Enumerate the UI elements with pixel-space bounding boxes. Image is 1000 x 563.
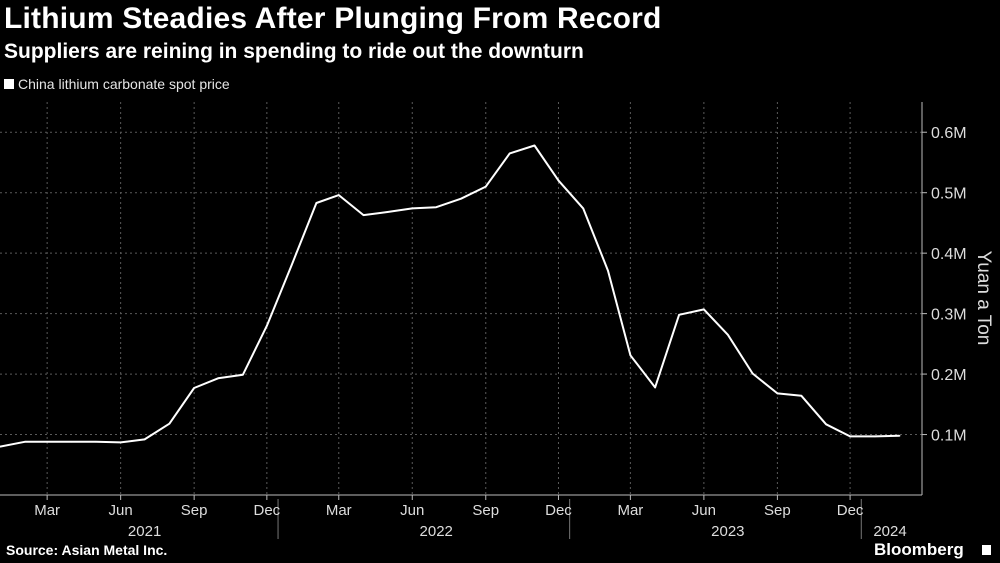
data-point (751, 372, 754, 375)
data-point (362, 214, 365, 216)
x-tick-label: Jun (400, 502, 424, 519)
data-point (23, 440, 26, 443)
x-tick-label: Dec (254, 502, 281, 519)
chart-subtitle: Suppliers are reining in spending to rid… (4, 40, 584, 63)
x-tick-label: Mar (326, 502, 352, 519)
year-label: 2022 (420, 523, 453, 540)
data-point (143, 438, 146, 441)
data-point (849, 435, 851, 438)
data-point (71, 440, 73, 443)
data-point (484, 185, 487, 188)
y-tick-label: 0.1M (931, 428, 967, 445)
data-point (460, 197, 462, 200)
data-point (95, 440, 97, 443)
data-point (435, 206, 438, 209)
x-tick-label: Jun (692, 502, 716, 519)
data-point (898, 434, 901, 437)
data-point (533, 144, 536, 147)
data-point (119, 441, 122, 444)
x-tick-label: Dec (837, 502, 864, 519)
data-point (315, 202, 318, 204)
brand-mark-icon (982, 545, 991, 555)
data-point (266, 324, 268, 327)
data-point (168, 422, 171, 425)
data-point (242, 373, 244, 376)
y-tick-label: 0.5M (931, 186, 967, 203)
data-point (290, 264, 293, 267)
data-point (607, 269, 609, 272)
source-note: Source: Asian Metal Inc. (6, 542, 168, 558)
grid-lines (0, 102, 922, 495)
data-point (874, 435, 876, 438)
data-point (825, 423, 827, 426)
chart-title: Lithium Steadies After Plunging From Rec… (4, 2, 662, 35)
x-tick-label: Sep (472, 502, 499, 519)
year-label: 2023 (711, 523, 744, 540)
x-tick-label: Sep (764, 502, 791, 519)
data-point (46, 440, 48, 443)
y-tick-label: 0.6M (931, 125, 967, 142)
y-tick-label: 0.3M (931, 307, 967, 324)
brand-logo: Bloomberg (874, 540, 964, 559)
x-tick-label: Dec (545, 502, 572, 519)
data-point (411, 207, 414, 210)
x-tick-label: Sep (181, 502, 208, 519)
data-point (629, 354, 632, 357)
data-point (776, 392, 779, 395)
data-point (557, 179, 560, 182)
data-point (800, 395, 803, 397)
year-label: 2021 (128, 523, 161, 540)
legend-swatch (4, 79, 14, 89)
data-point (0, 445, 1, 448)
y-tick-label: 0.4M (931, 246, 967, 263)
y-tick-label: 0.2M (931, 367, 967, 384)
data-point (217, 377, 219, 380)
data-point (386, 211, 389, 213)
tick-labels: 0.1M 0.2M 0.3M 0.4M 0.5M 0.6M Mar Jun Sep Dec Mar J… (34, 125, 994, 540)
x-tick-label: Mar (617, 502, 643, 519)
data-point (678, 314, 680, 316)
series-layer (0, 144, 901, 448)
x-tick-label: Mar (34, 502, 60, 519)
axes (0, 102, 927, 539)
data-point (193, 387, 195, 389)
data-point (337, 194, 340, 196)
data-point (727, 333, 729, 336)
year-label: 2024 (873, 523, 906, 540)
data-point (508, 152, 511, 155)
data-point (582, 207, 585, 210)
x-tick-label: Jun (109, 502, 133, 519)
legend-label: China lithium carbonate spot price (18, 76, 230, 92)
legend: China lithium carbonate spot price (4, 76, 230, 92)
y-axis-title: Yuan a Ton (973, 251, 994, 346)
data-point (703, 308, 705, 311)
series-line (0, 144, 900, 448)
data-point (654, 386, 656, 389)
